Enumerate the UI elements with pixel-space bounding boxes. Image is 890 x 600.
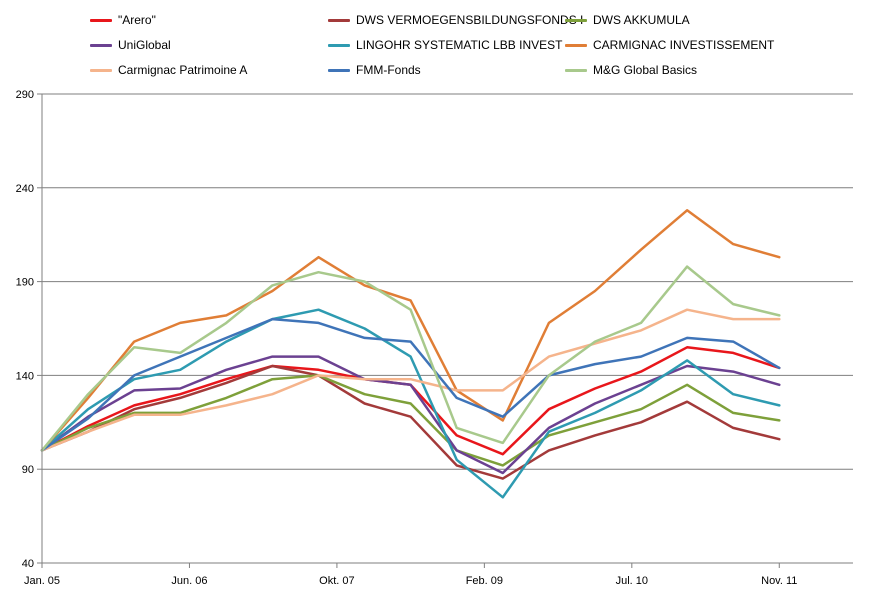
x-tick-label: Jul. 10 <box>616 575 648 587</box>
y-tick-label: 90 <box>22 464 34 476</box>
grid-layer <box>42 93 853 470</box>
legend-label: M&G Global Basics <box>593 63 698 77</box>
legend-swatch <box>90 18 112 22</box>
legend-label: LINGOHR SYSTEMATIC LBB INVEST <box>356 38 563 52</box>
legend-label: "Arero" <box>118 13 156 27</box>
legend-item: CARMIGNAC INVESTISSEMENT <box>565 37 774 53</box>
legend-item: "Arero" <box>90 12 156 28</box>
legend-label: DWS VERMOEGENSBILDUNGSFONDS I <box>356 13 584 27</box>
series-line <box>40 346 781 456</box>
series-line <box>40 374 781 467</box>
axis-layer: 40 90 140 190 240 290 Jan. 05 Jun. 06 Okt. 07 Feb… <box>16 89 853 587</box>
x-tick-label: Nov. 11 <box>761 575 797 587</box>
legend-swatch <box>565 18 587 22</box>
legend: "Arero" DWS VERMOEGENSBILDUNGSFONDS I DW… <box>0 0 890 80</box>
series-line <box>40 209 781 452</box>
legend-swatch <box>565 43 587 47</box>
legend-label: FMM-Fonds <box>356 63 421 77</box>
series-line <box>40 308 781 499</box>
legend-swatch <box>328 43 350 47</box>
y-tick-label: 140 <box>16 370 34 382</box>
legend-label: DWS AKKUMULA <box>593 13 690 27</box>
legend-swatch <box>565 68 587 72</box>
legend-swatch <box>328 68 350 72</box>
legend-item: DWS VERMOEGENSBILDUNGSFONDS I <box>328 12 583 28</box>
legend-item: Carmignac Patrimoine A <box>90 62 247 78</box>
series-line <box>40 308 781 452</box>
series-layer <box>40 209 781 499</box>
legend-item: UniGlobal <box>90 37 171 53</box>
legend-swatch <box>90 68 112 72</box>
legend-swatch <box>328 18 350 22</box>
legend-swatch <box>90 43 112 47</box>
legend-item: FMM-Fonds <box>328 62 421 78</box>
x-tick-label: Feb. 09 <box>466 575 503 587</box>
legend-label: Carmignac Patrimoine A <box>118 63 248 77</box>
legend-item: M&G Global Basics <box>565 62 697 78</box>
series-line <box>40 364 781 480</box>
legend-label: CARMIGNAC INVESTISSEMENT <box>593 38 775 52</box>
legend-label: UniGlobal <box>118 38 171 52</box>
legend-item: LINGOHR SYSTEMATIC LBB INVEST <box>328 37 562 53</box>
x-tick-label: Jun. 06 <box>171 575 207 587</box>
x-tick-label: Jan. 05 <box>24 575 60 587</box>
series-line <box>40 265 781 452</box>
series-line <box>40 355 781 475</box>
x-tick-label: Okt. 07 <box>319 575 354 587</box>
y-tick-label: 190 <box>16 277 34 289</box>
y-tick-label: 290 <box>16 89 34 101</box>
series-line <box>40 317 781 452</box>
y-tick-label: 40 <box>22 558 34 570</box>
legend-item: DWS AKKUMULA <box>565 12 690 28</box>
y-tick-label: 240 <box>16 183 34 195</box>
